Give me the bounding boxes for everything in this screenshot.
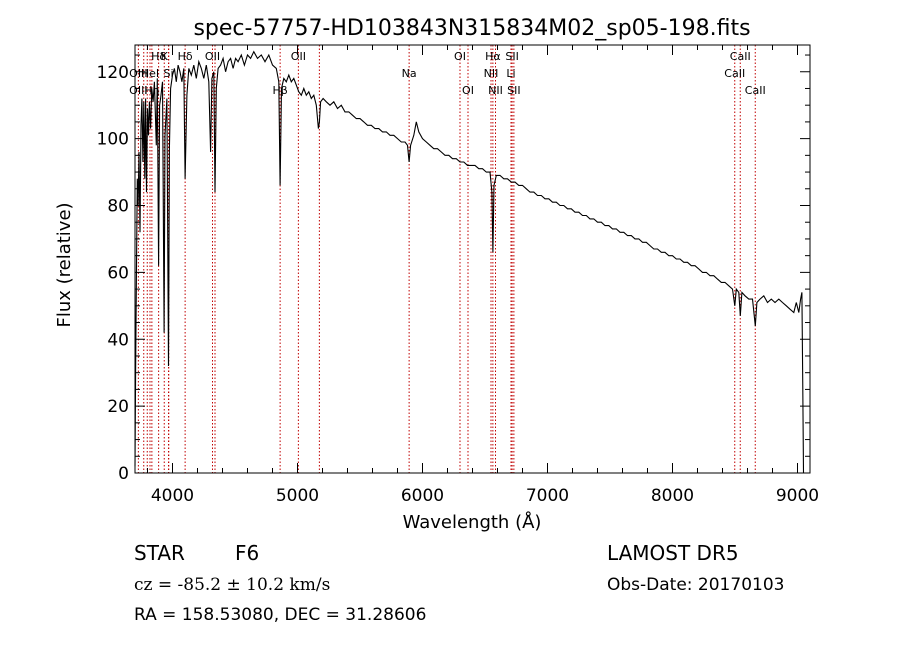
line-label: OIII — [129, 67, 147, 80]
x-axis-ticks: 4000 5000 6000 7000 8000 9000 — [147, 45, 819, 506]
emission-line-markers — [137, 45, 756, 473]
line-label: Hα — [485, 50, 501, 63]
line-label: Hδ — [151, 50, 166, 63]
survey-name: LAMOST DR5 — [607, 541, 739, 565]
y-tick-label: 20 — [107, 397, 129, 417]
line-label: Li — [506, 67, 515, 80]
line-label: OII — [291, 50, 306, 63]
x-tick-label: 4000 — [151, 486, 194, 506]
line-label: SII — [505, 50, 518, 63]
y-tick-label: 120 — [97, 63, 129, 83]
line-label: HeI — [141, 67, 159, 80]
redshift-text: cz = -85.2 ± 10.2 km/s — [134, 575, 330, 595]
x-axis-label: Wavelength (Å) — [403, 511, 542, 533]
line-label: NII — [488, 84, 503, 97]
line-label: CaII — [730, 50, 751, 63]
x-tick-label: 8000 — [651, 486, 694, 506]
line-label: K — [161, 50, 169, 63]
line-label: NII — [484, 67, 499, 80]
line-label: SII — [507, 84, 520, 97]
x-tick-label: 7000 — [526, 486, 569, 506]
spectral-subclass: F6 — [235, 541, 259, 565]
line-label: Hβ — [272, 84, 287, 97]
y-axis-ticks: 0 20 40 60 80 100 120 — [97, 54, 810, 484]
chart-title: spec-57757-HD103843N315834M02_sp05-198.f… — [193, 16, 750, 41]
line-label: Hδ — [178, 50, 193, 63]
line-label: CaII — [724, 67, 745, 80]
coordinates: RA = 158.53080, DEC = 31.28606 — [134, 605, 426, 625]
y-axis-label: Flux (relative) — [54, 202, 75, 327]
line-label: OII — [205, 50, 220, 63]
line-label: OI — [454, 50, 466, 63]
line-label: Na — [402, 67, 417, 80]
x-tick-label: 9000 — [776, 486, 819, 506]
y-tick-label: 40 — [107, 330, 129, 350]
line-label: Si — [163, 67, 173, 80]
plot-frame — [134, 44, 811, 474]
object-class: STAR — [134, 541, 185, 565]
y-tick-label: 0 — [118, 464, 129, 484]
y-tick-label: 60 — [107, 263, 129, 283]
obs-date: Obs-Date: 20170103 — [607, 575, 784, 595]
x-tick-label: 5000 — [276, 486, 319, 506]
line-label: CaII — [745, 84, 766, 97]
spectrum-line — [134, 50, 805, 474]
x-tick-label: 6000 — [401, 486, 444, 506]
line-label: OI — [462, 84, 474, 97]
y-tick-label: 80 — [107, 197, 129, 217]
y-tick-label: 100 — [97, 130, 129, 150]
line-label: OIII — [129, 84, 147, 97]
